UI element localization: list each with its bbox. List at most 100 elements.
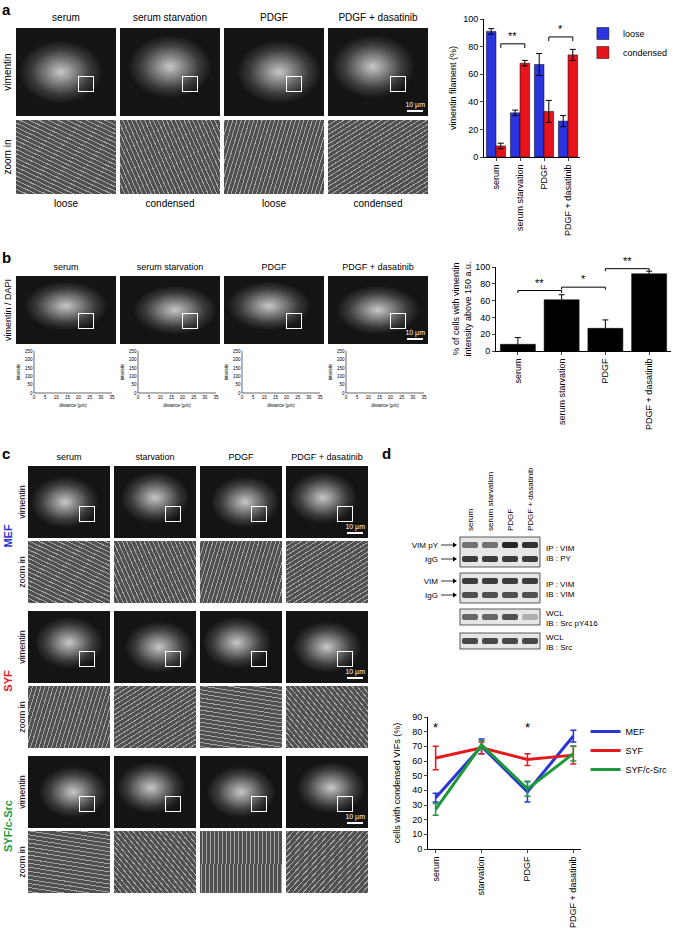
svg-text:30: 30	[306, 395, 312, 400]
svg-text:250: 250	[25, 349, 33, 354]
svg-text:0: 0	[241, 395, 244, 400]
svg-text:0: 0	[417, 844, 422, 854]
svg-text:SYF: SYF	[626, 746, 644, 756]
svg-text:5: 5	[356, 395, 359, 400]
svg-text:PDGF: PDGF	[506, 509, 515, 531]
svg-text:20: 20	[412, 815, 422, 825]
svg-text:% of cells with vimentinintens: % of cells with vimentinintensity above …	[451, 261, 473, 356]
svg-text:d: d	[382, 445, 391, 462]
svg-text:*: *	[581, 273, 586, 285]
svg-text:25: 25	[399, 395, 405, 400]
svg-text:50: 50	[412, 771, 422, 781]
svg-text:5: 5	[148, 395, 151, 400]
svg-text:10: 10	[54, 395, 60, 400]
svg-text:serum: serum	[431, 857, 441, 882]
svg-text:15: 15	[273, 395, 279, 400]
svg-text:PDGF: PDGF	[522, 856, 532, 882]
svg-text:serum: serum	[466, 508, 475, 531]
svg-text:**: **	[508, 30, 517, 42]
svg-text:70: 70	[412, 741, 422, 751]
svg-text:35: 35	[213, 395, 219, 400]
svg-text:200: 200	[129, 357, 137, 362]
svg-text:15: 15	[377, 395, 383, 400]
svg-text:150: 150	[25, 366, 33, 371]
svg-text:10: 10	[412, 829, 422, 839]
svg-text:intensity: intensity	[120, 363, 125, 380]
svg-text:25: 25	[191, 395, 197, 400]
svg-text:100: 100	[337, 374, 345, 379]
svg-text:0: 0	[485, 346, 490, 356]
svg-text:condensed: condensed	[623, 48, 667, 58]
svg-text:50: 50	[131, 382, 137, 387]
svg-text:20: 20	[76, 395, 82, 400]
svg-text:35: 35	[317, 395, 323, 400]
svg-text:200: 200	[337, 357, 345, 362]
svg-text:PDGF + dasatinib: PDGF + dasatinib	[526, 467, 535, 531]
svg-text:serum: serum	[513, 359, 523, 384]
svg-text:vimentin filament (%): vimentin filament (%)	[448, 46, 458, 130]
svg-text:60: 60	[468, 69, 478, 79]
svg-text:WCL: WCL	[546, 609, 564, 618]
svg-text:150: 150	[233, 366, 241, 371]
svg-text:serum starvation: serum starvation	[486, 472, 495, 531]
svg-text:**: **	[623, 255, 632, 267]
svg-text:35: 35	[109, 395, 115, 400]
svg-text:25: 25	[87, 395, 93, 400]
svg-text:PDGF + dasatinib: PDGF + dasatinib	[568, 857, 578, 928]
svg-text:90: 90	[412, 712, 422, 722]
svg-text:15: 15	[65, 395, 71, 400]
svg-text:IgG: IgG	[425, 591, 438, 600]
svg-text:IB : PY: IB : PY	[546, 554, 572, 563]
svg-text:**: **	[535, 277, 544, 289]
svg-text:60: 60	[412, 756, 422, 766]
svg-text:250: 250	[233, 349, 241, 354]
svg-text:40: 40	[412, 785, 422, 795]
svg-text:IgG: IgG	[425, 555, 438, 564]
svg-text:serum: serum	[491, 165, 501, 190]
svg-text:10: 10	[158, 395, 164, 400]
svg-text:intensity: intensity	[16, 363, 21, 380]
svg-text:distance (µm): distance (µm)	[59, 403, 87, 408]
svg-text:30: 30	[412, 800, 422, 810]
svg-text:distance (µm): distance (µm)	[163, 403, 191, 408]
svg-text:250: 250	[129, 349, 137, 354]
svg-text:cells with condensed VIFs (%): cells with condensed VIFs (%)	[392, 723, 402, 844]
svg-text:20: 20	[180, 395, 186, 400]
svg-text:30: 30	[98, 395, 104, 400]
svg-text:0: 0	[137, 395, 140, 400]
svg-text:20: 20	[468, 125, 478, 135]
svg-text:100: 100	[463, 14, 478, 24]
svg-text:intensity: intensity	[328, 363, 333, 380]
svg-text:serum starvation: serum starvation	[515, 165, 525, 232]
svg-text:20: 20	[388, 395, 394, 400]
svg-text:*: *	[525, 720, 530, 735]
svg-text:IP : VIM: IP : VIM	[546, 544, 575, 553]
svg-text:15: 15	[169, 395, 175, 400]
svg-text:0: 0	[473, 152, 478, 162]
svg-text:serum starvation: serum starvation	[557, 359, 567, 426]
svg-text:40: 40	[468, 97, 478, 107]
svg-text:50: 50	[27, 382, 33, 387]
svg-text:25: 25	[295, 395, 301, 400]
svg-text:loose: loose	[623, 29, 645, 39]
svg-text:80: 80	[468, 42, 478, 52]
svg-text:intensity: intensity	[224, 363, 229, 380]
svg-text:0: 0	[345, 395, 348, 400]
svg-text:IB : Src pY416: IB : Src pY416	[546, 619, 598, 628]
svg-text:50: 50	[339, 382, 345, 387]
svg-text:distance (µm): distance (µm)	[267, 403, 295, 408]
svg-text:distance (µm): distance (µm)	[371, 403, 399, 408]
svg-text:5: 5	[252, 395, 255, 400]
svg-text:200: 200	[233, 357, 241, 362]
svg-text:30: 30	[410, 395, 416, 400]
svg-text:100: 100	[233, 374, 241, 379]
svg-text:PDGF + dasatinib: PDGF + dasatinib	[644, 359, 654, 430]
svg-text:250: 250	[337, 349, 345, 354]
svg-text:80: 80	[412, 727, 422, 737]
svg-text:35: 35	[421, 395, 427, 400]
svg-text:MEF: MEF	[626, 727, 646, 737]
svg-text:20: 20	[284, 395, 290, 400]
svg-text:*: *	[558, 23, 563, 35]
svg-text:*: *	[433, 720, 438, 735]
svg-text:40: 40	[480, 313, 490, 323]
